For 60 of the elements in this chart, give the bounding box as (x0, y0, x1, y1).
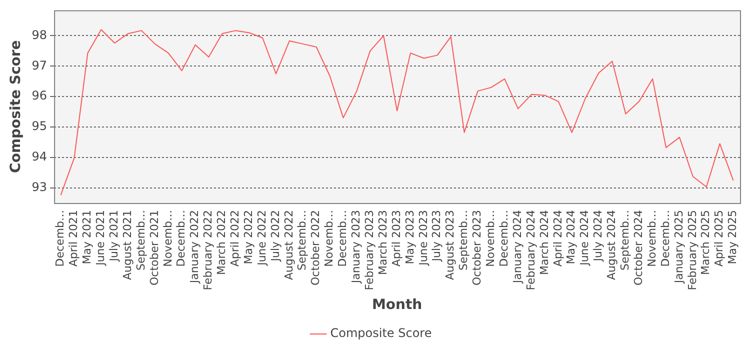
x-tick-label: Novemb… (645, 210, 658, 267)
legend-label: Composite Score (330, 326, 432, 340)
x-tick-label: Decemb… (174, 210, 188, 267)
x-tick-label: Septemb… (134, 210, 148, 270)
x-tick-label: March 2023 (376, 210, 390, 275)
x-tick-label: June 2024 (578, 210, 592, 266)
x-tick-label: Septemb… (296, 210, 309, 270)
x-tick-label: April 2024 (551, 210, 564, 267)
x-axis-title: Month (372, 297, 422, 314)
x-tick-label: July 2024 (592, 210, 605, 262)
x-tick-label: July 2023 (430, 210, 444, 262)
x-tick-label: Novemb… (322, 210, 336, 267)
x-tick-label: July 2021 (107, 210, 120, 262)
x-tick-label: March 2024 (538, 210, 551, 275)
x-tick-label: May 2025 (726, 210, 740, 264)
x-tick-label: June 2023 (416, 210, 430, 266)
x-tick-label: April 2025 (712, 210, 726, 267)
x-tick-label: March 2022 (215, 210, 228, 275)
x-tick-label: Septemb… (618, 210, 632, 270)
x-tick-label: June 2022 (255, 210, 268, 266)
x-tick-label: July 2022 (268, 210, 282, 262)
x-tick-label: April 2021 (67, 210, 80, 267)
x-tick-label: Novemb… (161, 210, 174, 267)
x-tick-label: October 2023 (470, 210, 484, 286)
x-tick-label: Septemb… (457, 210, 470, 270)
x-tick-label: April 2022 (228, 210, 242, 267)
x-tick-label: May 2021 (80, 210, 94, 264)
y-tick-label: 94 (32, 149, 48, 164)
x-tick-label: January 2024 (510, 210, 524, 284)
x-tick-label: February 2023 (362, 210, 376, 290)
x-tick-label: October 2022 (309, 210, 322, 286)
x-tick-label: May 2022 (242, 210, 255, 264)
x-tick-label: Decemb… (658, 210, 672, 267)
y-tick-label: 93 (32, 180, 48, 194)
x-tick-label: Decemb… (336, 210, 350, 267)
x-tick-label: May 2023 (403, 210, 416, 264)
x-tick-label: May 2024 (564, 210, 578, 264)
x-tick-label: January 2022 (188, 210, 202, 284)
y-tick-label: 95 (32, 119, 48, 134)
x-tick-label: Decemb… (54, 210, 67, 267)
x-tick-label: January 2023 (350, 210, 363, 284)
x-tick-label: February 2024 (524, 210, 538, 290)
x-tick-label: October 2024 (632, 210, 645, 286)
x-tick-label: August 2024 (605, 210, 618, 280)
x-tick-label: April 2023 (390, 210, 403, 267)
y-tick-label: 97 (32, 58, 48, 72)
y-tick-label: 98 (32, 28, 48, 42)
x-tick-label: August 2021 (120, 210, 134, 280)
x-tick-label: Novemb… (484, 210, 498, 267)
x-tick-label: March 2025 (699, 210, 712, 275)
x-tick-label: October 2021 (148, 210, 161, 286)
x-tick-label: February 2025 (686, 210, 699, 290)
x-tick-label: August 2023 (444, 210, 457, 280)
x-tick-label: January 2025 (672, 210, 686, 284)
x-tick-label: February 2022 (202, 210, 215, 290)
x-tick-label: August 2022 (282, 210, 296, 280)
y-tick-label: 96 (32, 88, 48, 103)
y-axis-title: Composite Score (8, 40, 24, 173)
x-tick-label: June 2021 (94, 210, 108, 266)
x-tick-label: Decemb… (497, 210, 510, 267)
